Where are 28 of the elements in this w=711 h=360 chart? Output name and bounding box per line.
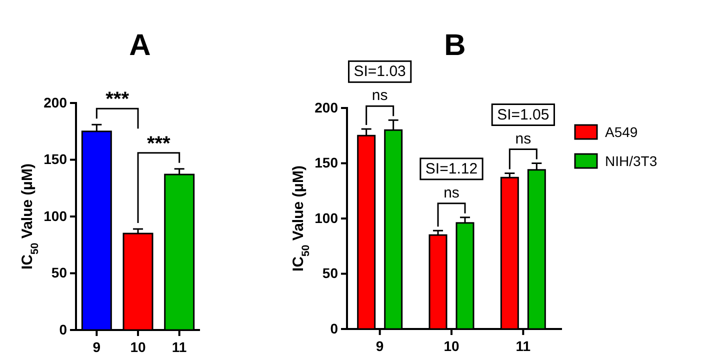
y-tick-label: 50: [51, 264, 68, 281]
y-tick-label: 0: [59, 321, 68, 338]
annotation: ***: [106, 88, 130, 111]
annotation: ns: [444, 184, 460, 202]
x-tick-label: 11: [516, 338, 531, 354]
x-tick-label: 10: [130, 339, 146, 355]
annotation: ***: [146, 132, 171, 155]
legend-label: A549: [605, 124, 638, 140]
y-tick-label: 100: [44, 208, 68, 224]
x-tick-label: 10: [444, 338, 460, 354]
y-tick-label: 200: [44, 94, 68, 110]
y-tick-label: 50: [322, 265, 338, 282]
chart-title: B: [444, 29, 466, 62]
y-tick-label: 200: [314, 99, 338, 116]
annotation: SI=1.05: [497, 106, 550, 124]
text: SI=1.03: [354, 63, 406, 80]
y-tick-label: 150: [314, 154, 338, 171]
x-tick-label: 11: [172, 339, 187, 355]
annotation: ns: [515, 130, 532, 148]
y-tick-label: 0: [330, 320, 338, 336]
x-tick-label: 9: [92, 339, 101, 355]
x-tick-label: 9: [376, 338, 384, 354]
legend-label: NIH/3T3: [605, 153, 658, 169]
annotation: SI=1.12: [425, 160, 478, 178]
y-tick-label: 150: [44, 151, 68, 168]
y-tick-label: 100: [314, 210, 338, 226]
chart-title: A: [129, 29, 151, 62]
text: ns: [372, 87, 388, 104]
